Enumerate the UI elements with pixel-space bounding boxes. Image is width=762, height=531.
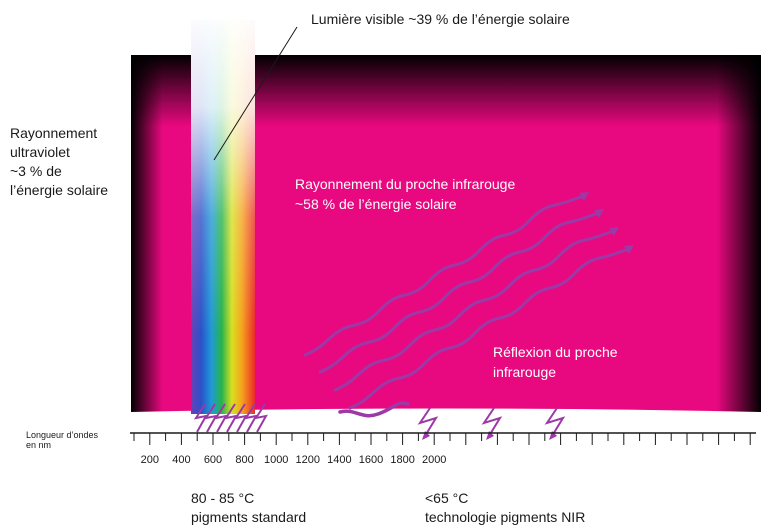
axis-tick-label: 1400 — [327, 454, 351, 466]
nir-wave-1 — [303, 194, 587, 357]
nir-label-line-1: Rayonnement du proche infrarouge — [295, 176, 516, 192]
axis-title-line-2: en nm — [26, 440, 52, 450]
std-arrow-6 — [243, 403, 258, 433]
standard-pigments-caption: 80 - 85 °C pigments standard — [191, 489, 306, 527]
nir-label-line-2: ~58 % de l’énergie solaire — [295, 196, 457, 212]
axis-title-line-1: Longueur d’ondes — [26, 430, 99, 440]
nir-label: Rayonnement du proche infrarouge ~58 % d… — [295, 174, 515, 214]
std-arrow-4 — [223, 403, 238, 433]
reflection-label-line-2: infrarouge — [493, 364, 557, 380]
axis-tick-label: 1200 — [296, 454, 320, 466]
nir-temperature: <65 °C — [425, 490, 469, 506]
axis-tick-label: 1000 — [264, 454, 288, 466]
nir-wave-2 — [318, 211, 602, 374]
reflection-label: Réflexion du proche infrarouge — [493, 342, 618, 382]
lightning-2 — [481, 407, 503, 437]
nir-pigments-caption: <65 °C technologie pigments NIR — [425, 489, 585, 527]
lightning-3 — [544, 407, 566, 437]
nir-wave-arrowheads — [579, 192, 634, 254]
standard-arrows — [193, 403, 268, 433]
reflection-label-line-1: Réflexion du proche — [493, 344, 618, 360]
spectrum-bottom-edge — [131, 408, 761, 420]
visible-leader-line — [213, 26, 298, 161]
arrowhead-3 — [609, 227, 619, 236]
nir-label-bottom: technologie pigments NIR — [425, 509, 586, 525]
wavelength-axis-tick-labels: 200 400 600 800 1000 1200 1400 1600 1800 2000 — [141, 454, 447, 466]
lightning-1 — [417, 407, 439, 437]
uv-label-line-4: l’énergie solaire — [10, 182, 109, 198]
nir-wave-3 — [333, 229, 617, 392]
nir-lightning-marks — [417, 407, 566, 437]
uv-label-line-1: Rayonnement — [10, 125, 98, 141]
axis-tick-label: 2000 — [422, 454, 446, 466]
arrowhead-2 — [594, 209, 604, 218]
std-arrow-1 — [193, 403, 208, 433]
std-arrow-7 — [253, 403, 268, 433]
standard-label: pigments standard — [191, 509, 307, 525]
lightning-head-3 — [549, 431, 557, 440]
uv-label-line-3: ~3 % de — [10, 163, 62, 179]
axis-tick-label: 200 — [141, 454, 159, 466]
visible-light-label: Lumière visible ~39 % de l’énergie solai… — [311, 11, 570, 27]
axis-tick-label: 1800 — [390, 454, 414, 466]
std-arrow-5 — [233, 403, 248, 433]
lightning-head-2 — [486, 431, 494, 440]
uv-label-line-2: ultraviolet — [10, 144, 70, 160]
axis-tick-label: 600 — [204, 454, 222, 466]
arrowhead-4 — [624, 245, 634, 254]
nir-wave-4 — [348, 247, 632, 410]
axis-title: Longueur d’ondes en nm — [26, 430, 98, 450]
reflection-wave — [338, 401, 410, 418]
std-arrow-2 — [203, 403, 218, 433]
visible-light-white-haze — [191, 20, 255, 414]
nir-lightning-heads — [422, 431, 557, 440]
axis-tick-label: 800 — [235, 454, 253, 466]
standard-temperature: 80 - 85 °C — [191, 490, 255, 506]
lightning-head-1 — [422, 431, 430, 440]
arrowhead-1 — [579, 192, 589, 201]
uv-label: Rayonnement ultraviolet ~3 % de l’énergi… — [10, 124, 108, 200]
wavelength-axis-ticks — [133, 433, 751, 445]
axis-tick-label: 400 — [172, 454, 190, 466]
axis-tick-label: 1600 — [359, 454, 383, 466]
std-arrow-3 — [213, 403, 228, 433]
nir-wave-arrows — [303, 194, 632, 410]
